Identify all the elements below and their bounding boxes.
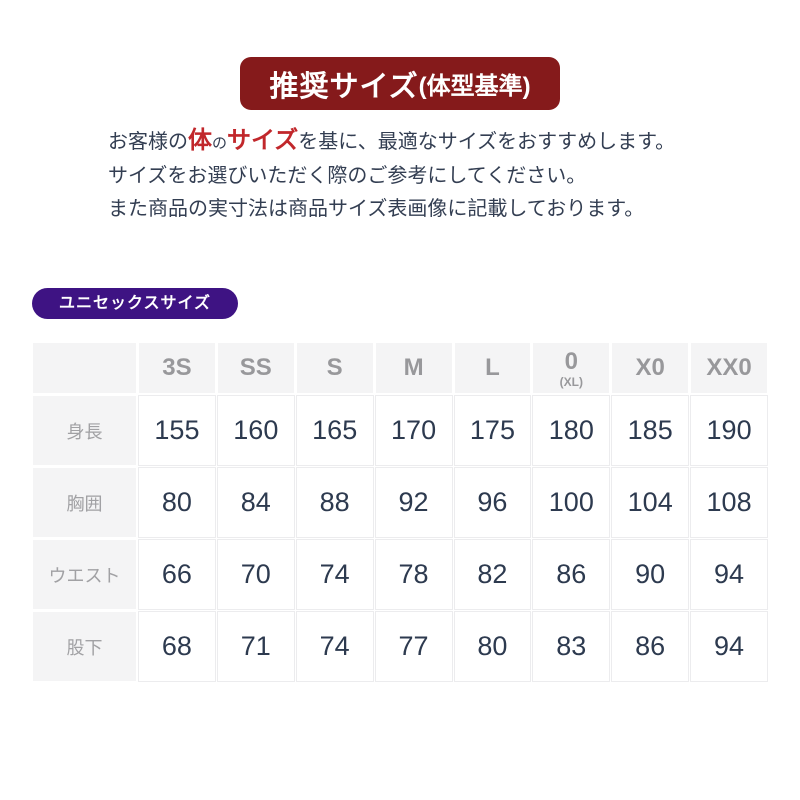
size-value-cell: 185 [612, 396, 689, 465]
size-table-body: 身長 155 160 165 170 175 180 185 190 胸囲 80 84 88 92 96 10… [33, 396, 767, 681]
size-value-cell: 92 [375, 468, 452, 537]
size-value-cell: 88 [296, 468, 373, 537]
size-value-cell: 180 [533, 396, 610, 465]
size-value-cell: 86 [533, 540, 610, 609]
size-column-header: SS [217, 343, 294, 393]
size-value-cell: 94 [691, 540, 767, 609]
size-table-corner-cell [33, 343, 136, 393]
size-table-header-row: 3S SS S M L 0 (XL) X0 XX0 [33, 343, 767, 393]
size-value-cell: 74 [296, 540, 373, 609]
size-value-cell: 80 [454, 612, 531, 681]
measurement-row-label: 胸囲 [33, 468, 136, 537]
measurement-row-label: 身長 [33, 396, 136, 465]
size-column-header: XX0 [691, 343, 767, 393]
size-column-header: L [454, 343, 531, 393]
size-value-cell: 160 [217, 396, 294, 465]
size-column-header: S [296, 343, 373, 393]
size-value-cell: 78 [375, 540, 452, 609]
size-value-cell: 84 [217, 468, 294, 537]
size-value-cell: 77 [375, 612, 452, 681]
intro-line-3: また商品の実寸法は商品サイズ表画像に記載しております。 [108, 198, 645, 220]
size-value-cell: 170 [375, 396, 452, 465]
size-column-header: M [375, 343, 452, 393]
intro-text: お客様の体のサイズを基に、最適なサイズをおすすめします。 サイズをお選びいただく… [108, 124, 675, 226]
measurement-row-label: 股下 [33, 612, 136, 681]
intro-line1-post: を基に、最適なサイズをおすすめします。 [298, 131, 676, 153]
intro-line-2: サイズをお選びいただく際のご参考にしてください。 [108, 165, 587, 187]
size-table-row: 股下 68 71 74 77 80 83 86 94 [33, 612, 767, 681]
size-value-cell: 68 [139, 612, 215, 681]
banner-title-main: 推奨サイズ [269, 70, 419, 103]
size-column-header-sub: (XL) [559, 375, 583, 389]
size-value-cell: 70 [217, 540, 294, 609]
size-table-row: ウエスト 66 70 74 78 82 86 90 94 [33, 540, 767, 609]
size-value-cell: 96 [454, 468, 531, 537]
size-value-cell: 100 [533, 468, 610, 537]
size-value-cell: 94 [691, 612, 767, 681]
size-value-cell: 80 [139, 468, 215, 537]
size-value-cell: 175 [454, 396, 531, 465]
size-value-cell: 90 [612, 540, 689, 609]
recommended-size-banner: 推奨サイズ (体型基準) [240, 57, 560, 110]
size-value-cell: 74 [296, 612, 373, 681]
size-column-header: 3S [139, 343, 215, 393]
size-table-row: 胸囲 80 84 88 92 96 100 104 108 [33, 468, 767, 537]
size-value-cell: 165 [296, 396, 373, 465]
intro-line1-emphasis-body: 体 [188, 127, 212, 154]
measurement-row-label: ウエスト [33, 540, 136, 609]
size-table-row: 身長 155 160 165 170 175 180 185 190 [33, 396, 767, 465]
intro-line1-pre: お客様の [108, 131, 188, 153]
size-column-header: X0 [612, 343, 689, 393]
size-value-cell: 71 [217, 612, 294, 681]
intro-line1-emphasis-size: サイズ [227, 127, 299, 154]
intro-line-1: お客様の体のサイズを基に、最適なサイズをおすすめします。 [108, 124, 675, 160]
size-value-cell: 190 [691, 396, 767, 465]
size-table-head: 3S SS S M L 0 (XL) X0 XX0 [33, 343, 767, 393]
intro-line1-joiner: の [212, 135, 228, 152]
size-table: 3S SS S M L 0 (XL) X0 XX0 身長 155 160 165 170 175 180 18… [30, 340, 770, 684]
size-value-cell: 108 [691, 468, 767, 537]
size-value-cell: 82 [454, 540, 531, 609]
size-value-cell: 104 [612, 468, 689, 537]
size-value-cell: 86 [612, 612, 689, 681]
size-value-cell: 155 [139, 396, 215, 465]
size-value-cell: 66 [139, 540, 215, 609]
banner-title-sub: (体型基準) [418, 73, 531, 100]
unisex-size-badge: ユニセックスサイズ [32, 288, 239, 319]
size-value-cell: 83 [533, 612, 610, 681]
size-column-header: 0 (XL) [533, 343, 610, 393]
